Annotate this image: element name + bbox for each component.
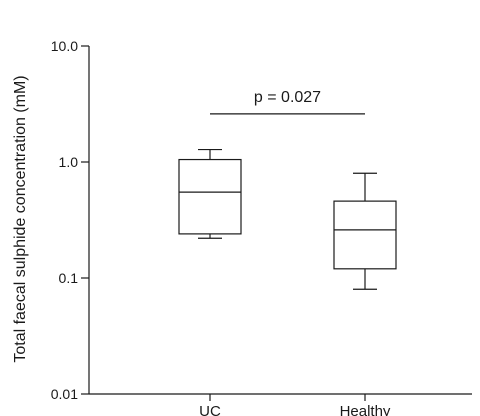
x-tick-label: Healthy [340, 403, 391, 416]
p-value-label: p = 0.027 [254, 89, 321, 106]
y-axis-label: Total faecal sulphide concentration (mM) [12, 75, 29, 362]
box-healthy [333, 172, 397, 290]
y-tick-label: 0.1 [59, 270, 79, 286]
y-ticks: 0.01 0.1 1.0 10.0 [51, 38, 89, 402]
y-tick-label: 0.01 [51, 386, 78, 402]
iqr-box [178, 158, 242, 235]
y-tick-label: 1.0 [59, 154, 79, 170]
box-uc [178, 148, 242, 239]
boxes [178, 148, 397, 290]
y-tick-label: 10.0 [51, 38, 78, 54]
annotation-group: p = 0.027 [210, 89, 365, 115]
iqr-box [333, 200, 397, 270]
x-ticks: UC Healthy [199, 394, 391, 416]
x-tick-label: UC [199, 403, 221, 416]
